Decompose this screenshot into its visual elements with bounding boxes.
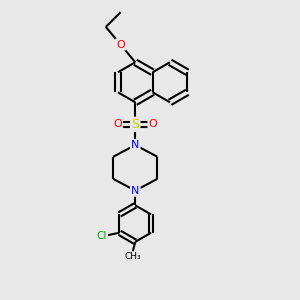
Text: S: S (131, 118, 139, 131)
Text: Cl: Cl (97, 231, 107, 241)
Text: N: N (131, 140, 140, 150)
Text: CH₃: CH₃ (124, 252, 141, 261)
Text: O: O (113, 119, 122, 129)
Text: O: O (148, 119, 157, 129)
Text: O: O (116, 40, 125, 50)
Text: N: N (131, 186, 140, 196)
